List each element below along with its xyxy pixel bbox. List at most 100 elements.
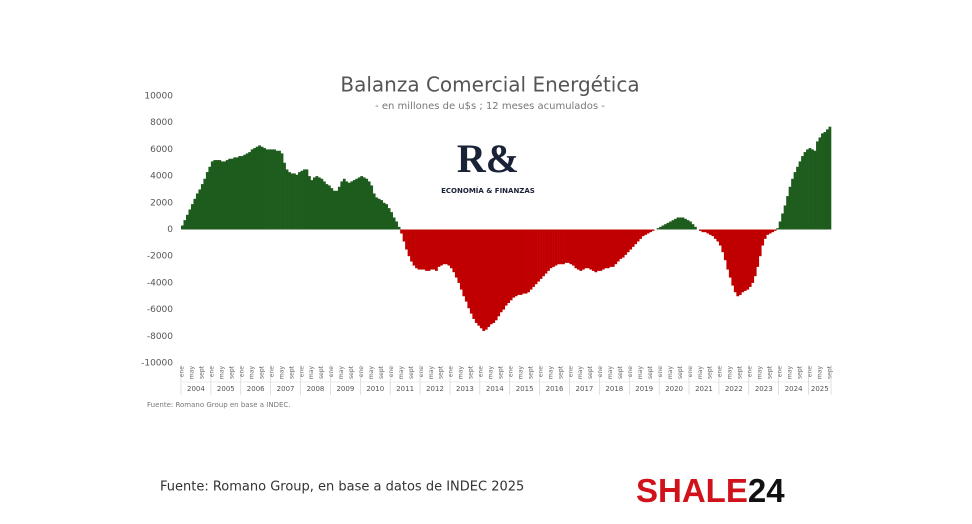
year-label: 2022 bbox=[725, 385, 743, 393]
bar bbox=[741, 229, 745, 293]
bar bbox=[614, 229, 618, 265]
bar bbox=[474, 229, 478, 323]
x-tick-label: ene bbox=[507, 366, 514, 377]
bar bbox=[823, 132, 827, 230]
bar bbox=[679, 217, 682, 230]
x-tick-label: may bbox=[607, 366, 614, 380]
y-tick-label: -2000 bbox=[147, 252, 173, 262]
bar bbox=[634, 229, 638, 245]
bar bbox=[499, 229, 503, 313]
bar bbox=[778, 221, 782, 230]
bar bbox=[773, 229, 777, 231]
bar bbox=[771, 229, 775, 233]
bar bbox=[671, 220, 675, 230]
y-tick-label: -6000 bbox=[147, 305, 173, 315]
bar bbox=[479, 229, 483, 329]
bar bbox=[694, 226, 697, 230]
bar bbox=[330, 188, 334, 230]
bar bbox=[636, 229, 640, 242]
bar bbox=[322, 181, 326, 230]
bar bbox=[469, 229, 473, 314]
bar bbox=[392, 217, 396, 230]
bar bbox=[594, 229, 598, 273]
bar bbox=[245, 153, 249, 230]
chart-title: Balanza Comercial Energética bbox=[340, 73, 639, 97]
bar bbox=[425, 229, 428, 271]
x-tick-label: may bbox=[547, 366, 554, 380]
bar bbox=[472, 229, 476, 319]
x-tick-label: ene bbox=[298, 366, 305, 377]
bar bbox=[198, 189, 202, 230]
bar bbox=[811, 149, 814, 230]
bar bbox=[816, 141, 819, 230]
year-label: 2025 bbox=[811, 385, 829, 393]
bar bbox=[646, 229, 650, 234]
bar bbox=[447, 229, 451, 266]
x-tick-label: may bbox=[667, 366, 674, 380]
bar bbox=[310, 180, 314, 230]
x-tick-label: may bbox=[517, 366, 524, 380]
bar bbox=[459, 229, 463, 290]
y-tick-label: 2000 bbox=[150, 198, 173, 208]
x-tick-label: sept bbox=[498, 365, 505, 379]
bar bbox=[723, 229, 727, 261]
bar bbox=[639, 229, 643, 239]
bar bbox=[703, 229, 707, 233]
x-tick-label: may bbox=[308, 366, 315, 380]
bar bbox=[243, 154, 247, 230]
bar bbox=[200, 184, 204, 230]
bar bbox=[691, 224, 695, 230]
bar bbox=[768, 229, 772, 234]
bar bbox=[223, 161, 227, 230]
logo-text: ECONOMÍA & FINANZAS bbox=[441, 186, 535, 195]
bar bbox=[415, 229, 418, 269]
x-tick-label: may bbox=[637, 366, 644, 380]
bar bbox=[726, 229, 730, 270]
x-tick-label: sept bbox=[438, 365, 445, 379]
x-tick-label: may bbox=[338, 366, 345, 380]
bar bbox=[776, 228, 780, 230]
x-tick-label: sept bbox=[229, 365, 236, 379]
bar bbox=[355, 178, 359, 230]
bar bbox=[756, 229, 760, 267]
year-label: 2018 bbox=[605, 385, 623, 393]
brand-part: SHALE bbox=[636, 472, 748, 509]
bar bbox=[278, 150, 281, 230]
bar bbox=[320, 178, 324, 230]
bar bbox=[554, 229, 558, 266]
bar bbox=[218, 160, 222, 230]
bar bbox=[385, 204, 389, 230]
bar bbox=[519, 229, 523, 295]
bar bbox=[220, 161, 224, 230]
bar bbox=[708, 229, 712, 235]
bar bbox=[260, 146, 264, 230]
bar bbox=[255, 146, 259, 230]
bar bbox=[567, 229, 570, 263]
x-tick-label: ene bbox=[268, 366, 275, 377]
bar bbox=[210, 161, 214, 230]
bar bbox=[733, 229, 737, 293]
bar bbox=[422, 229, 426, 270]
bar bbox=[377, 198, 381, 230]
bar bbox=[758, 229, 762, 257]
bar bbox=[293, 173, 296, 230]
bar bbox=[362, 177, 366, 230]
bar bbox=[581, 229, 585, 270]
bar bbox=[283, 162, 286, 230]
x-tick-label: ene bbox=[657, 366, 664, 377]
bar bbox=[534, 229, 538, 285]
bar bbox=[380, 200, 384, 230]
x-tick-label: may bbox=[248, 366, 255, 380]
bar bbox=[571, 229, 575, 266]
bar bbox=[798, 161, 802, 230]
bar bbox=[562, 229, 565, 265]
bar bbox=[788, 186, 792, 230]
bar bbox=[332, 190, 336, 230]
bar bbox=[402, 229, 406, 242]
bar bbox=[195, 193, 199, 230]
x-tick-label: sept bbox=[587, 365, 594, 379]
bar bbox=[248, 152, 252, 230]
bar bbox=[514, 229, 518, 297]
bar bbox=[808, 148, 812, 230]
bar bbox=[390, 212, 393, 230]
